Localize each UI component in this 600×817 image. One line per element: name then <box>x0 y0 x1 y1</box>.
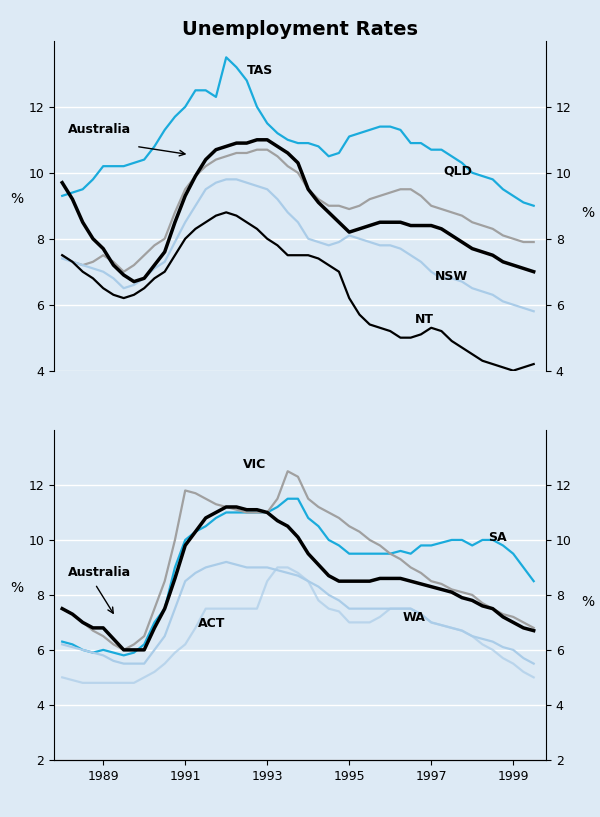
Text: Unemployment Rates: Unemployment Rates <box>182 20 418 39</box>
Text: NSW: NSW <box>436 270 469 283</box>
Text: NT: NT <box>415 313 434 326</box>
Text: WA: WA <box>403 611 425 624</box>
Y-axis label: %: % <box>582 595 595 609</box>
Text: TAS: TAS <box>247 64 273 77</box>
Y-axis label: %: % <box>11 192 24 206</box>
Y-axis label: %: % <box>582 206 595 220</box>
Text: Australia: Australia <box>68 565 131 578</box>
Text: VIC: VIC <box>242 458 266 471</box>
Text: Australia: Australia <box>68 123 131 136</box>
Text: QLD: QLD <box>443 164 472 177</box>
Text: SA: SA <box>488 531 507 544</box>
Text: ACT: ACT <box>197 617 225 630</box>
Y-axis label: %: % <box>11 581 24 595</box>
